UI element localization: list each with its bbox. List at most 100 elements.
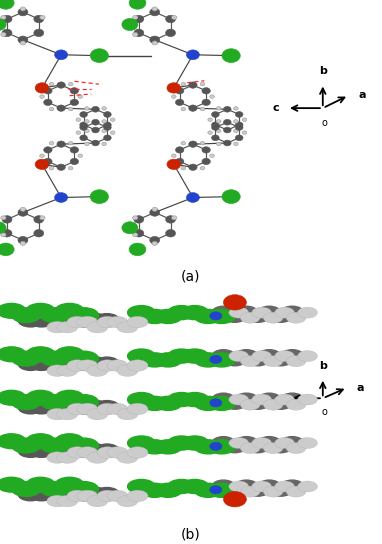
Ellipse shape xyxy=(95,444,120,458)
Ellipse shape xyxy=(67,360,88,372)
Circle shape xyxy=(18,237,28,244)
Ellipse shape xyxy=(127,403,148,415)
Ellipse shape xyxy=(51,444,76,458)
Ellipse shape xyxy=(128,393,155,406)
Ellipse shape xyxy=(263,486,283,497)
Ellipse shape xyxy=(229,307,249,318)
Ellipse shape xyxy=(128,306,155,320)
Circle shape xyxy=(134,15,144,23)
Circle shape xyxy=(172,154,176,157)
Ellipse shape xyxy=(154,440,182,454)
Circle shape xyxy=(102,142,107,146)
Ellipse shape xyxy=(275,350,295,362)
Circle shape xyxy=(202,99,210,106)
Circle shape xyxy=(70,158,79,165)
Circle shape xyxy=(68,82,73,86)
Ellipse shape xyxy=(97,316,118,328)
Ellipse shape xyxy=(298,437,317,448)
Ellipse shape xyxy=(286,312,306,323)
Circle shape xyxy=(216,142,221,146)
Circle shape xyxy=(49,107,54,111)
Ellipse shape xyxy=(258,437,281,449)
Circle shape xyxy=(166,15,176,23)
Ellipse shape xyxy=(223,310,246,323)
Circle shape xyxy=(49,82,54,86)
Ellipse shape xyxy=(128,436,155,450)
Circle shape xyxy=(0,0,14,9)
Text: c: c xyxy=(275,393,282,403)
Circle shape xyxy=(92,127,99,133)
Ellipse shape xyxy=(70,438,99,453)
Ellipse shape xyxy=(67,316,88,328)
Circle shape xyxy=(44,147,52,153)
Ellipse shape xyxy=(12,308,40,323)
Ellipse shape xyxy=(269,397,292,409)
Ellipse shape xyxy=(107,316,128,328)
Circle shape xyxy=(223,140,231,146)
Circle shape xyxy=(0,222,6,234)
Circle shape xyxy=(35,159,49,170)
Circle shape xyxy=(68,141,73,145)
Ellipse shape xyxy=(246,397,269,409)
Circle shape xyxy=(210,399,222,407)
Circle shape xyxy=(34,215,44,223)
Ellipse shape xyxy=(97,447,118,458)
Circle shape xyxy=(133,216,138,220)
Circle shape xyxy=(200,141,205,145)
Circle shape xyxy=(78,154,83,157)
Ellipse shape xyxy=(298,350,317,362)
Circle shape xyxy=(90,190,108,203)
Circle shape xyxy=(104,112,111,118)
Circle shape xyxy=(223,107,231,112)
Ellipse shape xyxy=(77,403,98,415)
Circle shape xyxy=(222,190,240,203)
Circle shape xyxy=(18,209,28,217)
Ellipse shape xyxy=(258,393,281,406)
Ellipse shape xyxy=(168,393,195,406)
Ellipse shape xyxy=(55,391,84,405)
Circle shape xyxy=(172,216,177,220)
Ellipse shape xyxy=(194,397,222,410)
Ellipse shape xyxy=(117,322,138,333)
Circle shape xyxy=(189,82,197,88)
Circle shape xyxy=(166,29,176,36)
Circle shape xyxy=(40,216,45,220)
Ellipse shape xyxy=(212,306,235,319)
Circle shape xyxy=(102,120,107,123)
Circle shape xyxy=(68,107,73,111)
Circle shape xyxy=(35,83,49,93)
Ellipse shape xyxy=(26,347,55,362)
Ellipse shape xyxy=(223,353,246,366)
Ellipse shape xyxy=(51,314,76,327)
Ellipse shape xyxy=(95,357,120,370)
Ellipse shape xyxy=(298,481,317,492)
Circle shape xyxy=(34,15,44,23)
Ellipse shape xyxy=(154,310,182,324)
Ellipse shape xyxy=(212,437,235,449)
Ellipse shape xyxy=(286,486,306,497)
Ellipse shape xyxy=(12,351,40,366)
Ellipse shape xyxy=(51,400,76,414)
Ellipse shape xyxy=(47,409,68,420)
Ellipse shape xyxy=(275,437,295,448)
Ellipse shape xyxy=(97,360,118,372)
Circle shape xyxy=(189,141,197,147)
Circle shape xyxy=(18,36,28,44)
Ellipse shape xyxy=(117,409,138,420)
Circle shape xyxy=(104,125,111,131)
Circle shape xyxy=(57,164,65,170)
Ellipse shape xyxy=(240,486,260,497)
Circle shape xyxy=(212,112,219,118)
Ellipse shape xyxy=(55,434,84,449)
Circle shape xyxy=(235,122,243,128)
Circle shape xyxy=(90,49,108,63)
Ellipse shape xyxy=(298,394,317,405)
Ellipse shape xyxy=(208,310,235,324)
Circle shape xyxy=(216,129,221,133)
Circle shape xyxy=(166,215,176,223)
Ellipse shape xyxy=(67,490,88,502)
Circle shape xyxy=(40,95,44,98)
Ellipse shape xyxy=(286,399,306,410)
Ellipse shape xyxy=(55,304,84,318)
Ellipse shape xyxy=(84,444,108,458)
